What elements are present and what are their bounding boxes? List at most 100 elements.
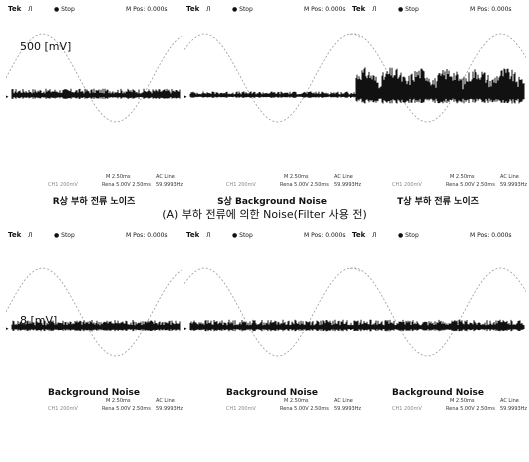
sine-reference-trace [184, 33, 360, 123]
scope-footer: M 2.50ms AC Line CH1 200mV Rena 5.00V 2.… [184, 398, 362, 418]
scope-footer: M 2.50ms AC Line CH1 200mV Rena 5.00V 2.… [6, 398, 184, 418]
channel-readout: CH1 200mV [226, 182, 256, 188]
timebase-readout: M 2.50ms [284, 398, 309, 404]
ground-marker-icon: ▸ [184, 326, 187, 332]
sine-reference-trace [350, 267, 526, 357]
channel-readout: CH1 200mV [226, 406, 256, 412]
frequency-readout: 59.9993Hz [156, 182, 184, 188]
waveform-svg: ▸ [6, 33, 182, 123]
waveform-svg: ▸ [350, 267, 526, 357]
trigger-status: ● Stop [232, 232, 253, 239]
scope-plot: ▸ [350, 242, 526, 360]
trigger-source: AC Line [500, 174, 519, 180]
brand-label: Tek [352, 5, 366, 13]
scope-plot: ▸ [184, 242, 360, 360]
frequency-readout: 59.9993Hz [334, 406, 362, 412]
channel-readout: CH1 200mV [392, 406, 422, 412]
waveform-svg: ▸ [6, 267, 182, 357]
scope-plot: ▸ [350, 16, 526, 134]
sine-reference-trace [350, 33, 526, 123]
noise-trace [355, 319, 525, 332]
scope-header: Tek Л ● Stop M Pos: 0.000s [184, 228, 360, 242]
pulse-icon: Л [28, 232, 33, 239]
brand-label: Tek [8, 5, 22, 13]
ground-marker-icon: ▸ [6, 94, 9, 100]
scope-plot: ▸ [6, 242, 182, 360]
pulse-icon: Л [206, 6, 211, 13]
timebase-readout: M 2.50ms [450, 398, 475, 404]
trigger-status: ● Stop [232, 6, 253, 13]
channel-readout: CH1 200mV [48, 406, 78, 412]
noise-trace [11, 88, 181, 99]
ground-marker-icon: ▸ [350, 94, 353, 100]
scope-header: Tek Л ● Stop M Pos: 0.000s [6, 2, 182, 16]
trigger-status: ● Stop [398, 6, 419, 13]
ground-marker-icon: ▸ [6, 326, 9, 332]
trigger-status: ● Stop [398, 232, 419, 239]
waveform-svg: ▸ [350, 33, 526, 123]
resolution-readout: Rena 5.00V 2.50ms [280, 406, 329, 412]
pulse-icon: Л [206, 232, 211, 239]
timebase-readout: M 2.50ms [106, 398, 131, 404]
trigger-source: AC Line [334, 174, 353, 180]
panel-caption: Background Noise [48, 388, 140, 398]
pulse-icon: Л [372, 6, 377, 13]
scope-header: Tek Л ● Stop M Pos: 0.000s [6, 228, 182, 242]
ground-marker-icon: ▸ [350, 326, 353, 332]
trigger-status: ● Stop [54, 6, 75, 13]
scope-footer: M 2.50ms AC Line CH1 200mV Rena 5.00V 2.… [350, 174, 528, 194]
trigger-status: ● Stop [54, 232, 75, 239]
resolution-readout: Rena 5.00V 2.50ms [446, 182, 495, 188]
position-readout: M Pos: 0.000s [304, 232, 346, 239]
scale-label-row1: 500 [mV] [20, 40, 72, 53]
position-readout: M Pos: 0.000s [470, 232, 512, 239]
resolution-readout: Rena 5.00V 2.50ms [102, 182, 151, 188]
resolution-readout: Rena 5.00V 2.50ms [102, 406, 151, 412]
brand-label: Tek [186, 5, 200, 13]
noise-trace [189, 91, 359, 98]
resolution-readout: Rena 5.00V 2.50ms [446, 406, 495, 412]
scope-plot: ▸ [6, 16, 182, 134]
frequency-readout: 59.9993Hz [156, 406, 184, 412]
panel-caption: Background Noise [392, 388, 484, 398]
panel-caption: R상 부하 전류 노이즈 [52, 197, 136, 207]
brand-label: Tek [186, 231, 200, 239]
scale-label-row2: 8 [mV] [20, 314, 58, 327]
brand-label: Tek [8, 231, 22, 239]
trigger-source: AC Line [334, 398, 353, 404]
frequency-readout: 59.9993Hz [334, 182, 362, 188]
panel-caption: Background Noise [226, 388, 318, 398]
resolution-readout: Rena 5.00V 2.50ms [280, 182, 329, 188]
scope-header: Tek Л ● Stop M Pos: 0.000s [350, 2, 526, 16]
position-readout: M Pos: 0.000s [126, 232, 168, 239]
scope-header: Tek Л ● Stop M Pos: 0.000s [350, 228, 526, 242]
scope-plot: ▸ [184, 16, 360, 134]
scope-footer: M 2.50ms AC Line CH1 200mV Rena 5.00V 2.… [184, 174, 362, 194]
waveform-svg: ▸ [184, 267, 360, 357]
noise-trace [189, 319, 359, 332]
noise-trace [355, 67, 525, 104]
scope-footer: M 2.50ms AC Line CH1 200mV Rena 5.00V 2.… [350, 398, 528, 418]
sine-reference-trace [184, 267, 360, 357]
sine-reference-trace [6, 33, 182, 123]
group-caption-a: (A) 부하 전류에 의한 Noise(Filter 사용 전) [162, 208, 367, 221]
waveform-svg: ▸ [184, 33, 360, 123]
panel-caption: T상 부하 전류 노이즈 [397, 197, 479, 207]
trigger-source: AC Line [500, 398, 519, 404]
sine-reference-trace [6, 267, 182, 357]
timebase-readout: M 2.50ms [106, 174, 131, 180]
frequency-readout: 59.9993Hz [500, 182, 528, 188]
brand-label: Tek [352, 231, 366, 239]
pulse-icon: Л [372, 232, 377, 239]
timebase-readout: M 2.50ms [284, 174, 309, 180]
position-readout: M Pos: 0.000s [126, 6, 168, 13]
timebase-readout: M 2.50ms [450, 174, 475, 180]
trigger-source: AC Line [156, 174, 175, 180]
scope-footer: M 2.50ms AC Line CH1 200mV Rena 5.00V 2.… [6, 174, 184, 194]
ground-marker-icon: ▸ [184, 94, 187, 100]
scope-header: Tek Л ● Stop M Pos: 0.000s [184, 2, 360, 16]
position-readout: M Pos: 0.000s [470, 6, 512, 13]
frequency-readout: 59.9993Hz [500, 406, 528, 412]
pulse-icon: Л [28, 6, 33, 13]
trigger-source: AC Line [156, 398, 175, 404]
